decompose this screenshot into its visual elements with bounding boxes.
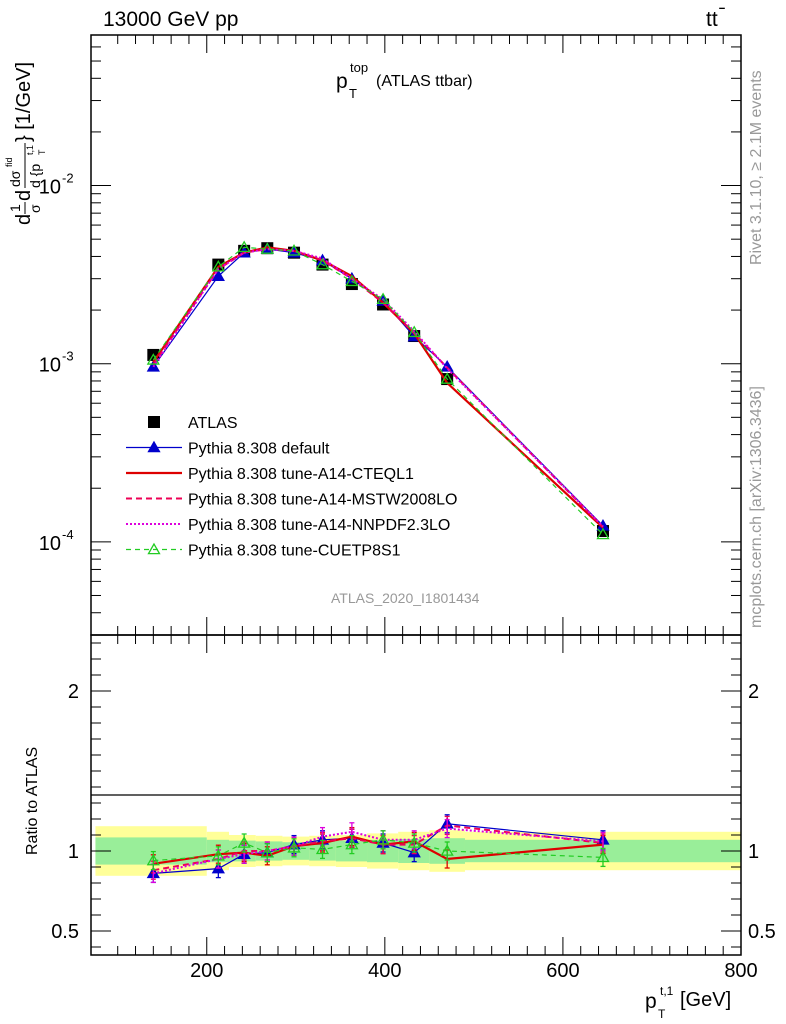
legend-marker-atlas	[148, 416, 160, 428]
ratio-ytick-labels: 0.5 0.5 1 1 2 2	[51, 681, 776, 943]
header-left: 13000 GeV pp	[103, 8, 238, 31]
ratio-series-point-cuetp8s1	[376, 832, 390, 845]
ratio-frame	[90, 634, 742, 956]
analysis-id: ATLAS_2020_I1801434	[331, 590, 480, 606]
main-series-point-cuetp8s1	[315, 257, 330, 270]
main-series-line-cteql1	[152, 246, 604, 529]
ratio-series-point-cuetp8s1	[440, 844, 454, 856]
x-tick-label: 400	[368, 960, 401, 982]
xlabel-sub: T	[658, 1007, 666, 1021]
ratio-series-point-cuetp8s1	[315, 842, 330, 855]
x-tick-labels: 200 400 600 800	[190, 960, 758, 982]
ratio-series-point-cuetp8s1	[146, 853, 160, 866]
mcplots-label: mcplots.cern.ch [arXiv:1306.3436]	[748, 386, 765, 628]
xlabel-main: p	[645, 990, 657, 1013]
main-series-line-default	[152, 248, 604, 527]
title-sup: top	[350, 60, 368, 75]
main-series-point-cuetp8s1	[211, 259, 225, 272]
ylabel-top-f1-den: σ	[27, 204, 43, 213]
ratio-bands	[95, 826, 741, 876]
main-series-point-cuetp8s1	[440, 372, 454, 384]
x-tick-label: 600	[546, 960, 579, 982]
main-ytick-exponent: -2	[62, 171, 74, 186]
ylabel-top-f1-num: 1	[7, 204, 23, 212]
xlabel-unit: [GeV]	[680, 989, 731, 1011]
legend-label: ATLAS	[188, 415, 238, 432]
main-series-point-cuetp8s1	[345, 274, 359, 287]
main-ytick-label: 10	[39, 533, 61, 555]
main-ytick-label: 10	[39, 177, 61, 199]
legend-label: Pythia 8.308 tune-A14-NNPDF2.3LO	[188, 517, 450, 534]
ratio-ytick-label-left: 1	[68, 841, 79, 863]
ratio-series-point-cuetp8s1	[211, 848, 225, 861]
header-right-bar: ̄	[719, 7, 725, 10]
ratio-series-point-cuetp8s1	[407, 836, 421, 848]
ratio-series-point-cuetp8s1	[260, 845, 274, 858]
ratio-ytick-label-right: 2	[748, 681, 759, 703]
xlabel-sup: t,1	[660, 984, 674, 998]
main-series-point-cuetp8s1	[287, 244, 301, 256]
ratio-series	[146, 814, 610, 884]
main-series-point-cuetp8s1	[146, 353, 160, 365]
legend: ATLAS Pythia 8.308 default Pythia 8.308 tu…	[126, 415, 457, 560]
main-series-point-default	[440, 360, 454, 372]
ratio-ytick-label-right: 1	[748, 841, 759, 863]
ratio-ytick-label-right: 0.5	[748, 921, 776, 943]
ratio-series-point-cuetp8s1	[287, 840, 301, 853]
main-series-point-cuetp8s1	[237, 240, 251, 253]
ylabel-top-f2-den: d {p	[27, 164, 43, 188]
header-right: tt	[706, 8, 718, 31]
main-series	[146, 240, 610, 540]
legend-label: Pythia 8.308 tune-A14-MSTW2008LO	[188, 492, 457, 509]
ylabel-top-pre: d	[13, 214, 35, 225]
ratio-ticks	[91, 635, 742, 955]
main-ytick-exponent: -3	[62, 349, 74, 364]
ylabel-top-f2-num-sup: fid	[4, 157, 14, 167]
legend-marker-cuetp8s1	[147, 542, 161, 555]
x-tick-label: 800	[724, 960, 757, 982]
legend-label: Pythia 8.308 tune-A14-CTEQL1	[188, 466, 414, 483]
main-series-point-cuetp8s1	[260, 242, 274, 254]
main-series-line-cuetp8s1	[152, 246, 604, 535]
ylabel-top-mid: d	[13, 190, 35, 201]
legend-marker-default	[147, 440, 161, 453]
ylabel-top-f2-den-sup: t,1	[25, 145, 35, 155]
main-ytick-label: 10	[39, 355, 61, 377]
ratio-panel: 0.5 0.5 1 1 2 2 200 400 600 800	[51, 634, 776, 982]
ylabel-top-f2-num: dσ	[7, 170, 23, 187]
xlabel: p t,1 T [GeV]	[645, 984, 731, 1021]
title-rest: (ATLAS ttbar)	[376, 73, 473, 90]
ratio-series-point-cuetp8s1	[237, 836, 251, 848]
ratio-ytick-label-left: 2	[68, 681, 79, 703]
main-series-line-mstw	[152, 248, 604, 528]
legend-label: Pythia 8.308 tune-CUETP8S1	[188, 543, 401, 560]
plot-title: p top T (ATLAS ttbar)	[336, 60, 473, 101]
x-tick-label: 200	[190, 960, 223, 982]
main-panel: 10-410-310-2 p top T (ATLAS ttbar) ATLAS…	[39, 34, 742, 636]
main-series-line-nnpdf	[152, 248, 604, 528]
ylabel-top: d 1 σ d dσ fid d {p t,1 T } [1/GeV]	[4, 62, 47, 225]
main-series-point-cuetp8s1	[376, 292, 390, 305]
ylabel-top-post: } [1/GeV]	[13, 62, 35, 142]
ratio-ytick-label-left: 0.5	[51, 921, 79, 943]
ylabel-top-f2-den-sub: T	[37, 149, 47, 155]
ylabel-bottom: Ratio to ATLAS	[24, 747, 41, 855]
main-ticks	[91, 34, 742, 636]
main-ytick-exponent: -4	[62, 527, 74, 542]
title-main: p	[336, 70, 348, 93]
ratio-series-point-cuetp8s1	[596, 850, 610, 863]
ratio-series-point-cuetp8s1	[345, 837, 359, 850]
main-ytick-labels: 10-410-310-2	[39, 171, 74, 555]
title-sub: T	[349, 86, 357, 101]
main-series-point-cuetp8s1	[407, 325, 421, 338]
rivet-label: Rivet 3.1.10, ≥ 2.1M events	[748, 70, 765, 265]
main-series-point-default	[211, 269, 225, 281]
main-series-point-cuetp8s1	[596, 527, 610, 540]
legend-label: Pythia 8.308 default	[188, 441, 330, 458]
